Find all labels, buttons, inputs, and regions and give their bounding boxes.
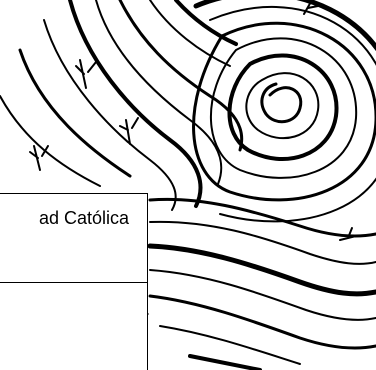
frame-divider	[0, 282, 147, 283]
caption-frame: ad Católica	[0, 193, 148, 370]
frame-caption: ad Católica	[38, 208, 129, 228]
